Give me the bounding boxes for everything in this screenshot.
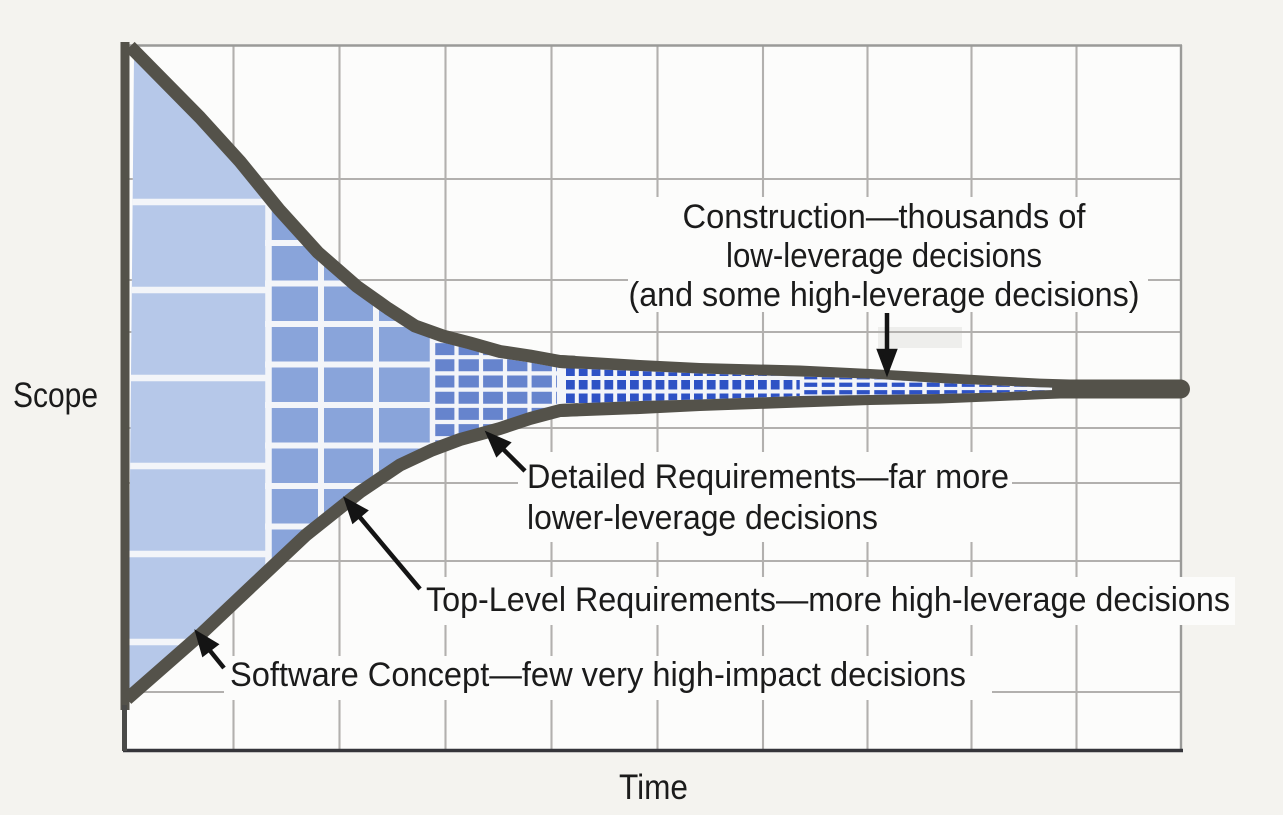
svg-text:low-leverage decisions: low-leverage decisions [726, 237, 1042, 275]
svg-text:Detailed Requirements—far more: Detailed Requirements—far more [527, 458, 1009, 496]
svg-text:(and some high-leverage decisi: (and some high-leverage decisions) [629, 276, 1140, 314]
svg-text:lower-leverage decisions: lower-leverage decisions [527, 499, 878, 537]
svg-text:Scope: Scope [13, 376, 98, 415]
svg-text:Top-Level Requirements—more hi: Top-Level Requirements—more high-leverag… [426, 581, 1230, 619]
svg-text:Software Concept—few very high: Software Concept—few very high-impact de… [230, 656, 966, 694]
svg-text:Construction—thousands of: Construction—thousands of [683, 198, 1087, 236]
svg-text:Time: Time [619, 768, 688, 807]
